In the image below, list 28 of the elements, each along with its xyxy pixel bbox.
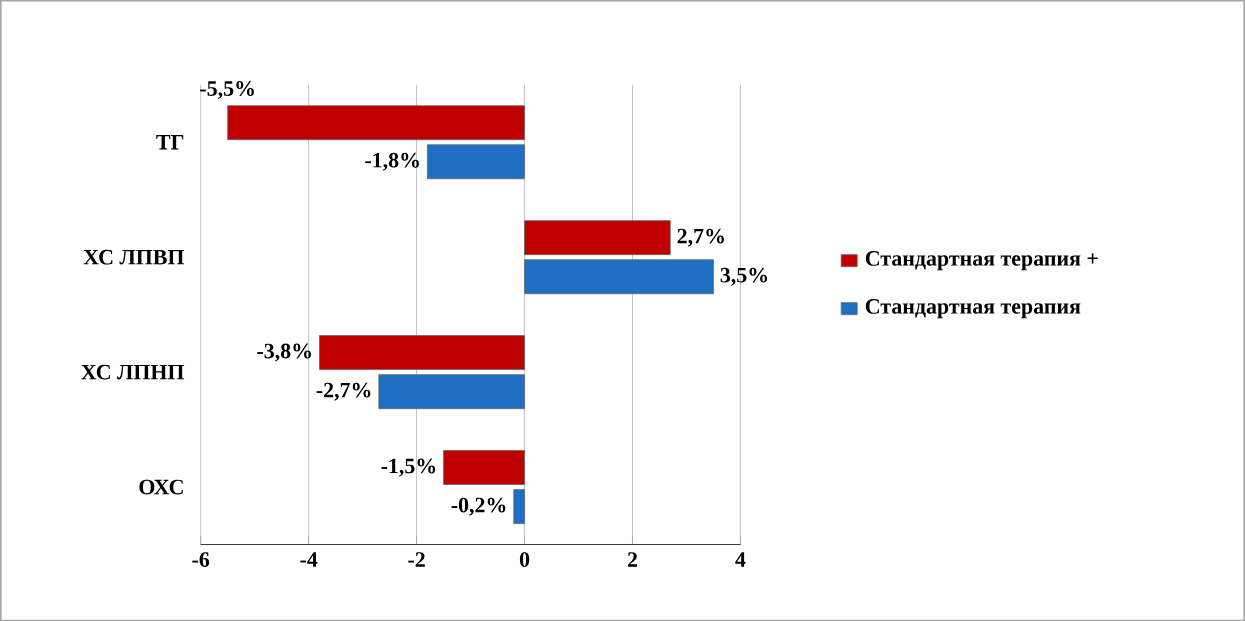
bar xyxy=(524,220,671,255)
bar xyxy=(427,144,525,180)
x-tick-label: -4 xyxy=(300,552,318,567)
x-tick-label: 0 xyxy=(519,552,530,567)
data-label: -1,5% xyxy=(381,458,436,477)
y-tick-label: ХС ЛПНП xyxy=(81,364,185,380)
bar xyxy=(443,449,525,485)
bar xyxy=(227,105,525,140)
data-label: -2,7% xyxy=(316,382,371,401)
y-tick-label: ХС ЛПВП xyxy=(83,249,185,265)
data-label: -5,5% xyxy=(200,80,254,99)
x-tick-label: 4 xyxy=(735,552,746,567)
legend-label: Стандартная терапия xyxy=(865,298,1081,319)
data-label: 3,5% xyxy=(720,267,768,286)
bar xyxy=(319,335,525,370)
data-label: -1,8% xyxy=(365,152,419,171)
x-tick-label: -6 xyxy=(192,552,210,567)
bar xyxy=(513,489,525,524)
bar xyxy=(378,374,525,409)
bar xyxy=(524,259,714,294)
x-tick-label: 2 xyxy=(627,552,638,567)
x-tick-label: -2 xyxy=(408,552,425,567)
data-label: -3,8% xyxy=(257,343,311,362)
data-label: 2,7% xyxy=(677,228,724,247)
y-tick-label: ТГ xyxy=(156,134,184,150)
legend-label: Стандартная терапия + xyxy=(865,250,1098,271)
data-label: -0,2% xyxy=(451,497,506,516)
y-tick-label: ОХС xyxy=(139,479,183,495)
